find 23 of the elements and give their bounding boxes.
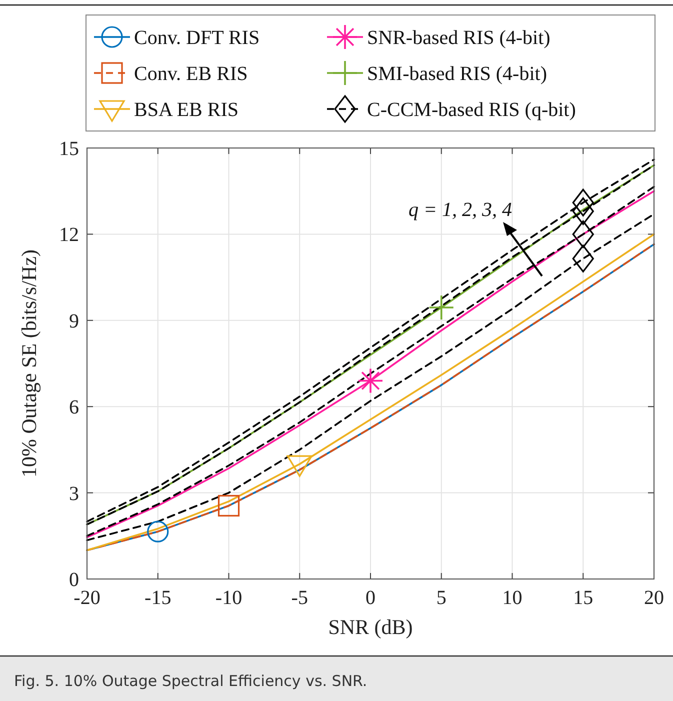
legend-label: BSA EB RIS xyxy=(134,99,238,121)
y-tick-label: 6 xyxy=(69,396,79,419)
y-tick-label: 9 xyxy=(69,310,79,332)
x-tick-label: -15 xyxy=(144,587,172,609)
y-tick-label: 15 xyxy=(59,138,79,160)
y-axis-title: 10% Outage SE (bits/s/Hz) xyxy=(17,249,41,478)
y-tick-label: 3 xyxy=(69,482,79,505)
x-axis-title: SNR (dB) xyxy=(328,615,413,639)
x-tick-label: 5 xyxy=(436,587,446,609)
caption: Fig. 5. 10% Outage Spectral Efficiency vs. SNR. xyxy=(14,672,368,690)
annotation: q = 1, 2, 3, 4 xyxy=(408,199,512,221)
legend-label: SNR-based RIS (4-bit) xyxy=(367,27,550,49)
x-tick-label: 20 xyxy=(644,587,664,609)
legend-label: SMI-based RIS (4-bit) xyxy=(367,63,547,85)
x-tick-label: -5 xyxy=(291,587,308,609)
legend-label: C-CCM-based RIS (q-bit) xyxy=(367,99,576,121)
x-tick-label: 15 xyxy=(573,587,594,609)
y-tick-label: 12 xyxy=(59,224,79,246)
x-tick-label: 10 xyxy=(502,587,522,609)
x-tick-label: -10 xyxy=(215,587,242,609)
x-tick-label: 0 xyxy=(366,587,376,609)
legend-label: Conv. EB RIS xyxy=(134,63,248,85)
legend-label: Conv. DFT RIS xyxy=(134,27,260,49)
